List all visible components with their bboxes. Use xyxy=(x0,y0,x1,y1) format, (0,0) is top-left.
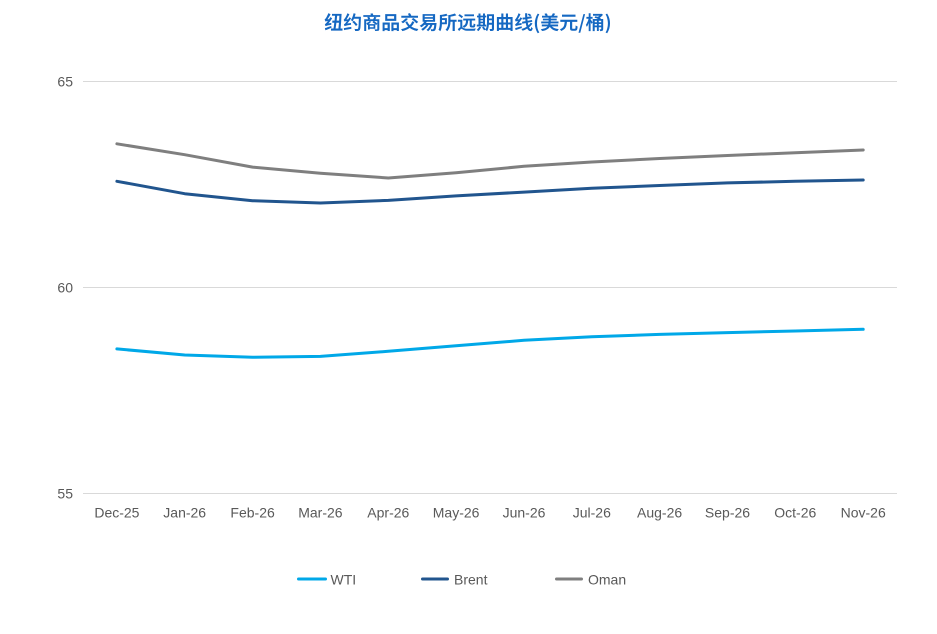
svg-text:Jun-26: Jun-26 xyxy=(503,505,546,521)
svg-text:Apr-26: Apr-26 xyxy=(367,505,409,521)
svg-text:Dec-25: Dec-25 xyxy=(94,505,139,521)
svg-text:Mar-26: Mar-26 xyxy=(298,505,343,521)
svg-text:Sep-26: Sep-26 xyxy=(705,505,750,521)
svg-text:Nov-26: Nov-26 xyxy=(841,505,886,521)
svg-text:65: 65 xyxy=(57,74,73,90)
svg-text:Oman: Oman xyxy=(588,572,626,588)
svg-text:55: 55 xyxy=(57,486,73,502)
svg-text:Jul-26: Jul-26 xyxy=(573,505,611,521)
svg-text:Feb-26: Feb-26 xyxy=(230,505,275,521)
svg-text:Jan-26: Jan-26 xyxy=(163,505,206,521)
svg-text:WTI: WTI xyxy=(331,572,357,588)
svg-text:Oct-26: Oct-26 xyxy=(774,505,816,521)
svg-text:Aug-26: Aug-26 xyxy=(637,505,682,521)
svg-text:Brent: Brent xyxy=(454,572,488,588)
svg-text:May-26: May-26 xyxy=(433,505,480,521)
svg-text:60: 60 xyxy=(57,280,73,296)
